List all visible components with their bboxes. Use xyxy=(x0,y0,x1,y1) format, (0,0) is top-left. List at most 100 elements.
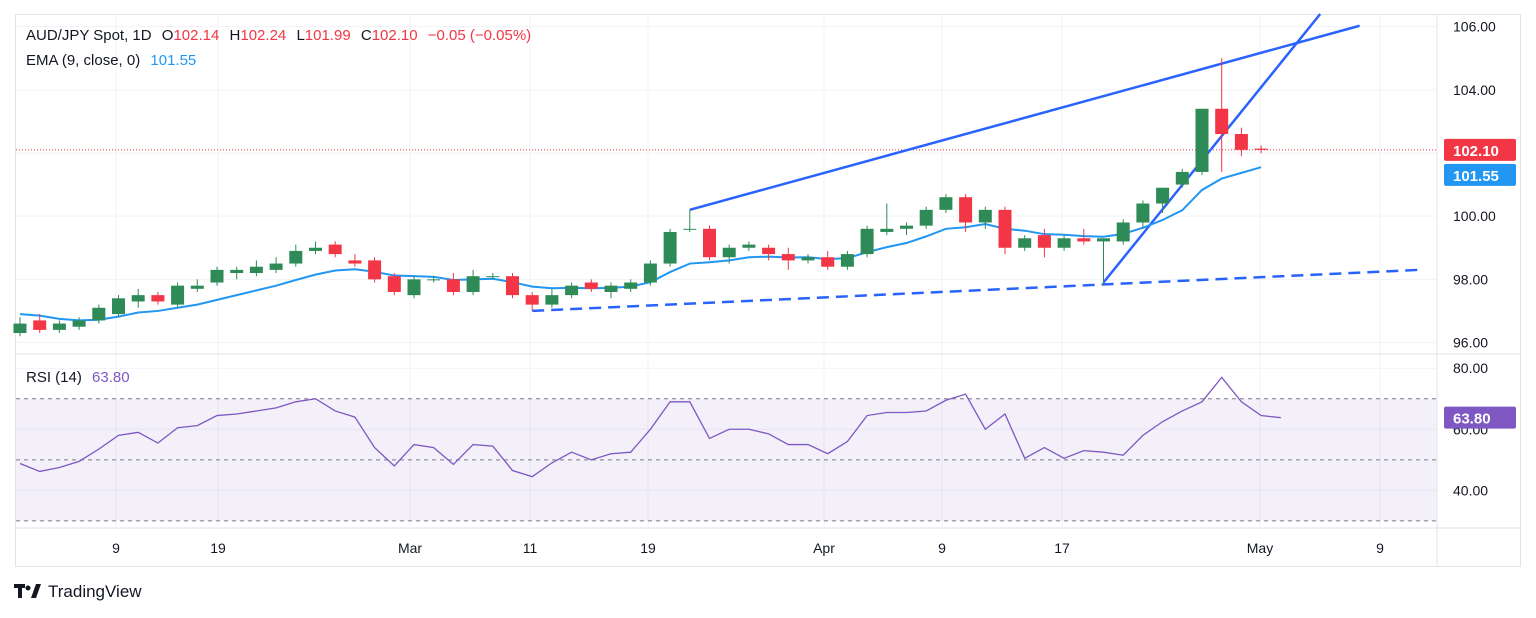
ema-label: EMA (9, close, 0) xyxy=(26,52,141,69)
candle-body xyxy=(860,228,874,255)
candle-body xyxy=(1018,238,1032,248)
rsi-label: RSI (14) xyxy=(26,369,82,386)
candle-body xyxy=(959,197,973,223)
ema-line xyxy=(19,166,1262,322)
ohlc-high: H102.24 xyxy=(229,27,287,44)
candle-body xyxy=(1116,222,1130,242)
candle-body xyxy=(604,285,618,292)
candle-body xyxy=(112,298,125,315)
rsi-tick-label: 80.00 xyxy=(1453,360,1488,376)
rsi-badge-bg xyxy=(1444,406,1516,429)
time-tick-label: 17 xyxy=(1054,540,1070,556)
candle-body xyxy=(1097,238,1110,242)
candle-body xyxy=(249,266,263,274)
candle-body xyxy=(998,209,1012,248)
chart-frame xyxy=(15,14,1521,567)
candle-body xyxy=(1195,108,1209,172)
candle-body xyxy=(840,254,854,267)
last-price-badge: 102.10 xyxy=(1453,143,1499,160)
candle-body xyxy=(289,250,303,264)
trendline-1 xyxy=(689,24,1360,212)
candle-body xyxy=(643,263,657,283)
candle-body xyxy=(387,276,401,292)
candle-body xyxy=(565,285,579,296)
candle-body xyxy=(880,228,894,232)
candle-body xyxy=(92,307,106,321)
candle-body xyxy=(939,197,953,210)
trendline-3 xyxy=(532,268,1419,313)
candle-body xyxy=(683,228,697,230)
candle-body xyxy=(722,247,736,258)
rsi-badge: 63.80 xyxy=(1453,411,1491,428)
last-price-badge-bg xyxy=(1444,138,1516,161)
candle-body xyxy=(72,320,86,327)
ohlc-open: O102.14 xyxy=(161,27,220,44)
trendline-2 xyxy=(1102,13,1322,284)
candle-body xyxy=(1156,187,1170,204)
candle-body xyxy=(545,295,559,305)
candle-body xyxy=(624,282,638,289)
candle-body xyxy=(407,279,421,296)
candle-body xyxy=(584,282,598,289)
candle-body xyxy=(1057,238,1071,248)
candle-body xyxy=(663,231,677,264)
candle-body xyxy=(762,247,776,255)
ema-badge-bg xyxy=(1444,163,1516,186)
candle-body xyxy=(13,323,27,334)
price-tick-label: 98.00 xyxy=(1453,271,1488,287)
price-tick-label: 106.00 xyxy=(1453,19,1496,35)
candle-body xyxy=(1175,171,1189,185)
time-tick-label: 19 xyxy=(640,540,656,556)
price-tick-label: 96.00 xyxy=(1453,335,1488,351)
ohlc-low: L101.99 xyxy=(296,27,351,44)
candle-body xyxy=(742,244,756,248)
candle-body xyxy=(190,285,204,289)
candle-body xyxy=(1234,134,1248,150)
candle-body xyxy=(230,269,244,274)
candle-body xyxy=(151,295,165,302)
candle-body xyxy=(328,244,342,255)
candle-body xyxy=(33,320,47,330)
rsi-value: 63.80 xyxy=(92,369,130,386)
candle-body xyxy=(978,209,992,223)
candle-body xyxy=(781,254,795,261)
candle-body xyxy=(821,257,835,267)
price-tick-label: 100.00 xyxy=(1453,208,1496,224)
time-tick-label: 9 xyxy=(938,540,946,556)
candle-body xyxy=(368,260,382,280)
ohlc-close: C102.10 xyxy=(360,27,418,44)
time-tick-label: Mar xyxy=(398,540,422,556)
candle-body xyxy=(525,295,539,305)
symbol-title: AUD/JPY Spot, 1D xyxy=(26,27,152,44)
candle-body xyxy=(506,276,519,296)
legend-rsi: RSI (14) 63.80 xyxy=(26,369,136,386)
ema-value: 101.55 xyxy=(150,52,197,69)
candle-body xyxy=(427,279,441,281)
candle-body xyxy=(309,247,322,251)
rsi-line xyxy=(19,376,1281,478)
candle-body xyxy=(466,276,480,292)
rsi-tick-label: 40.00 xyxy=(1453,482,1488,498)
price-tick-label: 104.00 xyxy=(1453,82,1496,98)
ohlc-change: −0.05 (−0.05%) xyxy=(427,27,532,44)
candle-body xyxy=(446,279,460,292)
candle-body xyxy=(269,263,283,270)
candle-body xyxy=(801,257,815,261)
time-tick-label: 9 xyxy=(112,540,120,556)
candle-body xyxy=(348,260,362,264)
time-tick-label: 11 xyxy=(523,540,538,556)
candle-body xyxy=(1215,108,1229,135)
tradingview-icon xyxy=(14,584,41,598)
legend-main: AUD/JPY Spot, 1D O102.14 H102.24 L101.99… xyxy=(26,27,537,44)
rsi-band-fill xyxy=(16,398,1437,521)
legend-ema: EMA (9, close, 0) 101.55 xyxy=(26,52,202,69)
candle-body xyxy=(1077,238,1091,242)
candle-body xyxy=(919,209,933,226)
candle-body xyxy=(486,276,500,278)
candle-body xyxy=(171,285,185,305)
ema-badge: 101.55 xyxy=(1453,168,1499,185)
time-tick-label: May xyxy=(1247,540,1273,556)
time-tick-label: 9 xyxy=(1376,540,1384,556)
tradingview-wordmark: TradingView xyxy=(48,582,142,601)
